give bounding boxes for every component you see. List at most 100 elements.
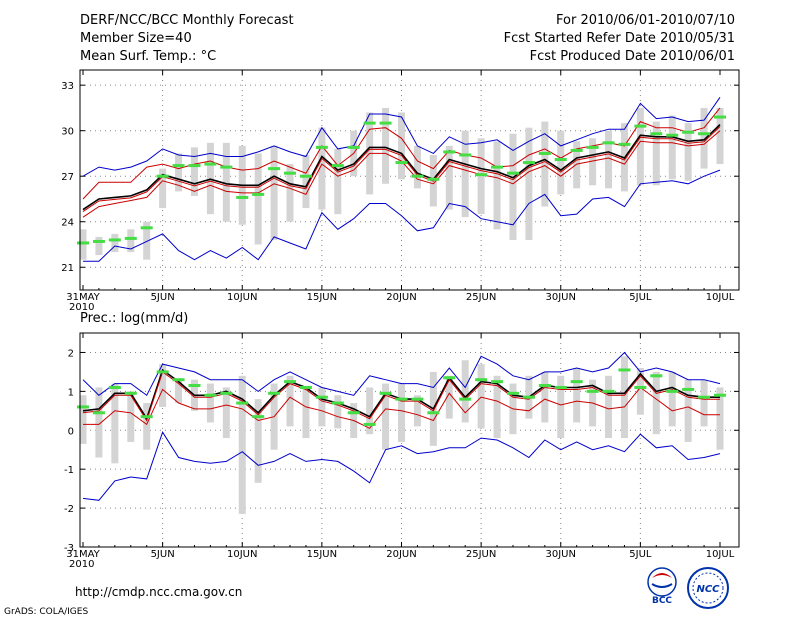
observation-marker [140,226,153,230]
observation-marker [618,142,631,146]
variable-label: Mean Surf. Temp.: °C [80,49,216,64]
series-ensemble-min [82,431,721,501]
observation-marker [586,389,599,393]
y-tick-label: -1 [64,465,74,476]
observation-marker [204,162,217,166]
spread-box [684,123,692,181]
spread-box [700,107,708,169]
spread-box [493,375,501,439]
observation-marker [108,238,121,242]
spread-box [159,168,167,209]
observation-marker [156,174,169,178]
spread-box [652,121,660,186]
spread-box [700,379,708,427]
x-tick-label: 20JUN [386,549,416,560]
y-tick-label: 24 [61,218,74,229]
series-ensemble-max [82,97,721,177]
observation-marker [459,397,472,401]
spread-box [318,387,326,427]
observation-marker [77,241,89,245]
spread-box [461,360,469,423]
y-tick-label: 21 [61,263,74,274]
observation-marker [379,391,392,395]
observation-marker [698,395,711,399]
observation-marker [268,391,281,395]
spread-box [652,371,660,435]
spread-box [111,383,119,464]
spread-box [605,130,613,189]
observation-marker [252,192,265,196]
spread-box [716,107,724,165]
spread-box [79,229,87,260]
observation-marker [443,376,456,380]
ncc-logo: NCC [687,567,729,609]
ncc-logo-text: NCC [696,584,720,595]
spread-box [286,375,294,427]
observation-marker [538,151,551,155]
observation-marker [299,385,312,389]
observation-marker [538,384,551,388]
observation-marker [379,121,392,125]
y-tick-label: 2 [68,348,74,359]
observation-marker [363,422,376,426]
observation-marker [284,171,297,175]
observation-marker [252,415,265,419]
spread-box [302,387,310,439]
spread-box [270,145,278,240]
observation-marker [491,380,504,384]
x-tick-label: 5JUN [151,549,175,560]
observation-marker [554,385,567,389]
spread-box [175,379,183,404]
observation-marker [459,153,472,157]
chart-title: DERF/NCC/BCC Monthly Forecast [80,13,294,28]
observation-marker [347,411,360,415]
spread-box [334,395,342,429]
series-ensemble-mean-shadow [82,371,720,422]
observation-marker [236,195,249,199]
refer-date: Fcst Started Refer Date 2010/05/31 [504,31,735,46]
observation-marker [363,121,376,125]
spread-box [541,371,549,423]
observation-marker [124,391,137,395]
spread-box [477,364,485,429]
x-tick-label: 10JUN [227,292,257,303]
spread-box [254,153,262,245]
spread-box [382,107,390,184]
spread-box [286,164,294,222]
source-url[interactable]: http://cmdp.ncc.cma.gov.cn [75,585,242,599]
observation-marker [427,411,440,415]
temperature-panel: 21 24 27 30 33 31MAY 5JUN 10JUN 15JUN 20JUN 25JUN 3… [61,69,740,313]
spread-box [716,387,724,450]
member-size-label: Member Size=40 [80,31,192,46]
observation-marker [714,115,726,119]
series-ensemble-mean [82,124,721,211]
y-tick-label: 30 [61,127,74,138]
spread-box [445,145,453,210]
x-year-label: 2010 [69,302,94,313]
spread-box [636,107,644,186]
spread-box [143,403,151,450]
spread-box [461,130,469,218]
spread-box [589,138,597,186]
spread-box [190,147,198,196]
plot-frame [79,69,740,291]
grads-credit: GrADS: COLA/IGES [4,607,88,617]
spread-box [302,154,310,209]
observation-marker [602,389,615,393]
observation-marker [475,173,488,177]
observation-marker [650,132,663,136]
x-tick-label: 20JUN [386,292,416,303]
observation-marker [172,378,185,382]
spread-box [477,138,485,215]
spread-box [143,221,151,260]
x-tick-label: 31MAY [66,292,100,303]
y-tick-label: 33 [61,81,74,92]
observation-marker [570,380,583,384]
observation-marker [618,368,631,372]
observation-marker [570,148,583,152]
ncc-logo-inner-ring [692,572,724,604]
x-tick-label: 5JUN [151,292,175,303]
observation-marker [411,174,424,178]
spread-box [573,368,581,423]
